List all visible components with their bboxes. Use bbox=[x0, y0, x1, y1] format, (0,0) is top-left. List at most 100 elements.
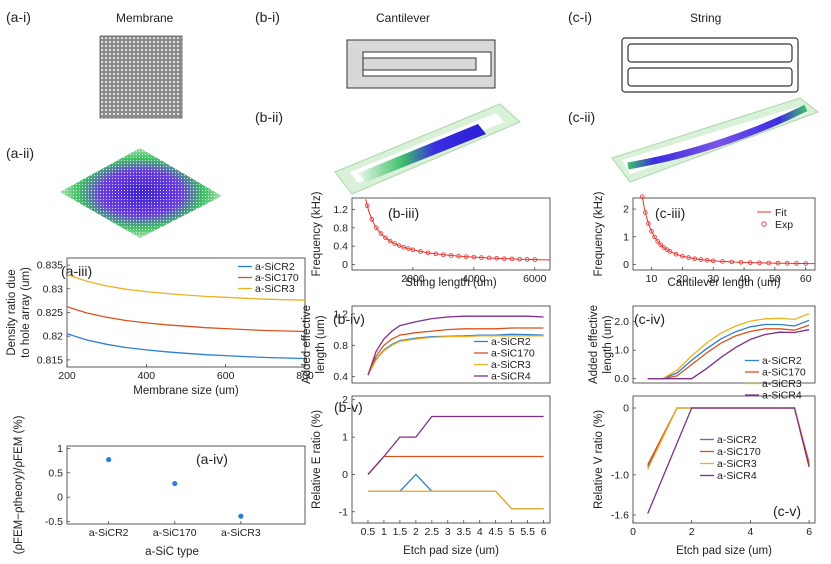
x-tick-label: 5 bbox=[509, 526, 515, 538]
y-tick-label: 0.0 bbox=[614, 373, 629, 385]
title-cantilever: Cantilever bbox=[376, 11, 430, 25]
y-tick-label: -1 bbox=[339, 506, 348, 518]
y-tick-label: 0.815 bbox=[37, 354, 63, 366]
series-line-a-SiC170 bbox=[66, 306, 306, 333]
data-point bbox=[757, 260, 762, 266]
label-c-i: (c-i) bbox=[568, 9, 592, 25]
chart-b-iii: 2000 4000 6000 0 0.4 0.8 1.2 String length (um)… bbox=[311, 191, 551, 289]
data-point bbox=[747, 260, 753, 265]
label-b-iii: (b-iii) bbox=[388, 205, 419, 221]
data-point bbox=[710, 258, 716, 264]
label-c-iii: (c-iii) bbox=[655, 205, 685, 221]
y-tick-label: 2 bbox=[342, 394, 348, 406]
data-point bbox=[509, 256, 515, 262]
x-tick-label: 40 bbox=[738, 273, 750, 285]
data-point bbox=[479, 255, 484, 260]
chart-c-v: 0 2 4 6 0 -1.0 -1.6 a-SiCR2a-SiC170a-SiCR3a-SiC… bbox=[593, 395, 816, 557]
y-axis-label: (ρFEM−ρtheory)/ρFEM (%) bbox=[13, 415, 25, 554]
data-point bbox=[649, 228, 654, 234]
legend-label: a-SiCR3 bbox=[717, 458, 757, 470]
data-point bbox=[494, 256, 499, 261]
x-axis-label: String length (um) bbox=[405, 277, 497, 289]
data-point bbox=[374, 225, 379, 231]
y-axis-label: length (um) bbox=[602, 315, 614, 373]
series-line-a-SiC170 bbox=[647, 324, 810, 380]
fit-curve bbox=[641, 196, 815, 265]
y-tick-label: 0.4 bbox=[333, 241, 348, 253]
data-point bbox=[643, 210, 648, 215]
x-axis-label: Cantilever length (um) bbox=[667, 277, 780, 289]
data-point bbox=[673, 251, 679, 257]
membrane-diagram bbox=[99, 35, 183, 119]
x-tick-label: 30 bbox=[707, 273, 719, 285]
membrane-mode-shape bbox=[60, 148, 222, 238]
y-tick-label: 2.0 bbox=[614, 316, 629, 328]
label-b-ii: (b-ii) bbox=[255, 109, 283, 125]
data-point bbox=[502, 256, 507, 261]
data-point bbox=[794, 261, 799, 266]
y-tick-label: 0.835 bbox=[37, 260, 63, 272]
y-tick-label: 2 bbox=[623, 204, 629, 216]
y-tick-label: 0.825 bbox=[37, 307, 63, 319]
x-tick-label: 0.5 bbox=[361, 526, 376, 538]
data-point bbox=[720, 259, 725, 264]
cantilever-diagram bbox=[346, 39, 496, 89]
series-line-a-SiC170 bbox=[367, 327, 544, 376]
data-point bbox=[532, 257, 538, 262]
legend-label: a-SiC170 bbox=[491, 348, 535, 360]
data-point bbox=[652, 234, 657, 240]
data-point bbox=[698, 257, 704, 262]
data-point bbox=[448, 253, 454, 258]
x-tick-label: 20 bbox=[677, 273, 689, 285]
data-point bbox=[524, 257, 530, 262]
data-point bbox=[387, 238, 393, 244]
x-tick-label: 4 bbox=[477, 526, 483, 538]
y-tick-label: 1 bbox=[57, 443, 63, 455]
legend-label: Exp bbox=[775, 219, 793, 231]
x-axis-label: Membrane size (um) bbox=[133, 385, 239, 397]
y-tick-label: -1.0 bbox=[611, 469, 629, 481]
data-point bbox=[392, 241, 397, 246]
legend-label: a-SiCR4 bbox=[717, 470, 757, 482]
string-diagram bbox=[621, 37, 799, 93]
series-line-a-SiCR3 bbox=[647, 313, 810, 380]
y-axis-label: length (um) bbox=[315, 315, 327, 373]
data-point bbox=[406, 246, 411, 251]
x-tick-label: 400 bbox=[138, 370, 156, 382]
x-tick-label: 1 bbox=[381, 526, 387, 538]
data-point bbox=[738, 259, 744, 265]
label-a-iii: (a-iii) bbox=[61, 263, 92, 279]
x-tick-label: 800 bbox=[296, 370, 314, 382]
data-point-a-SiCR3 bbox=[238, 513, 244, 519]
data-point bbox=[425, 250, 431, 256]
data-point bbox=[692, 256, 697, 262]
data-point bbox=[639, 194, 645, 199]
data-point bbox=[803, 261, 809, 266]
label-a-ii: (a-ii) bbox=[6, 145, 34, 161]
series-line-a-SiCR3 bbox=[368, 490, 544, 510]
y-tick-label: 1 bbox=[623, 231, 629, 243]
plot-frame bbox=[351, 395, 551, 524]
label-c-iv: (c-iv) bbox=[634, 311, 665, 327]
y-tick-label: 0.5 bbox=[48, 467, 63, 479]
x-tick-label: 2 bbox=[689, 526, 695, 538]
data-point bbox=[658, 242, 664, 248]
data-point bbox=[680, 253, 685, 259]
string-mode-shape bbox=[611, 97, 820, 183]
y-axis-label: Density ratio due bbox=[6, 269, 18, 355]
legend-label: a-SiCR2 bbox=[762, 355, 802, 367]
y-tick-label: 0 bbox=[57, 492, 63, 504]
data-point bbox=[667, 249, 673, 254]
legend-label: a-SiCR2 bbox=[255, 261, 295, 273]
data-point bbox=[364, 203, 370, 209]
series-line-a-SiCR3 bbox=[367, 335, 544, 376]
data-point bbox=[401, 244, 407, 250]
data-point-a-SiC170 bbox=[172, 480, 178, 487]
y-tick-label: 1 bbox=[342, 432, 348, 444]
data-point bbox=[486, 255, 492, 261]
plot-frame bbox=[351, 305, 551, 384]
y-axis-label: Frequency (kHz) bbox=[593, 191, 605, 276]
data-point bbox=[418, 249, 423, 254]
